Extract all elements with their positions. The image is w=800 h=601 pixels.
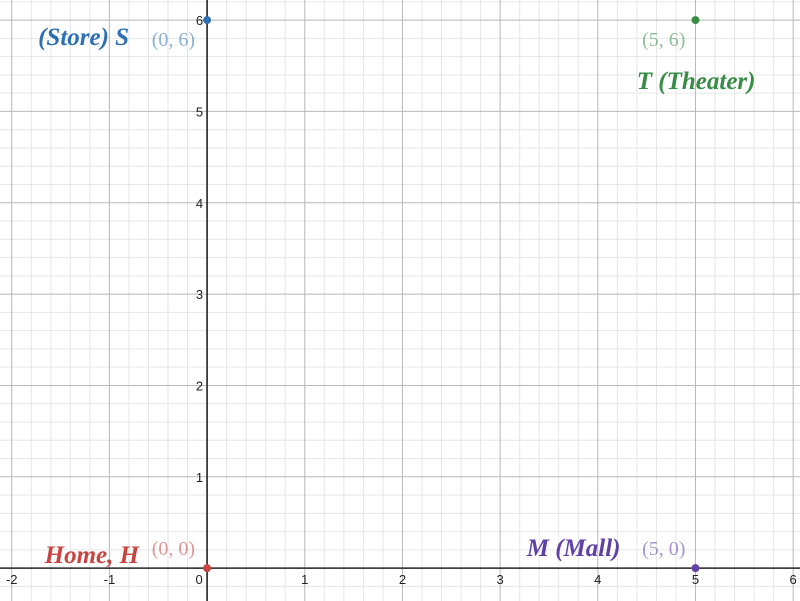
y-tick-label: 4	[196, 196, 203, 211]
point-h	[203, 564, 212, 573]
y-tick-label: 6	[196, 13, 203, 28]
x-tick-label: 5	[692, 572, 699, 587]
point-label-h: Home, H	[44, 542, 141, 569]
point-label-t: T (Theater)	[637, 68, 756, 95]
x-tick-label: 4	[594, 572, 601, 587]
y-tick-label: 2	[196, 378, 203, 393]
point-s	[203, 16, 212, 25]
x-tick-label: 2	[399, 572, 406, 587]
point-label-s: (Store) S	[38, 24, 129, 51]
x-tick-label: 3	[497, 572, 504, 587]
coordinate-label-h: (0, 0)	[152, 538, 195, 560]
x-tick-label: 1	[301, 572, 308, 587]
point-m	[691, 564, 700, 573]
x-tick-label: -1	[104, 572, 116, 587]
x-tick-label: -2	[6, 572, 18, 587]
coordinate-label-t: (5, 6)	[642, 29, 685, 51]
y-tick-label: 3	[196, 287, 203, 302]
y-tick-label: 5	[196, 104, 203, 119]
x-tick-label: 0	[195, 572, 202, 587]
coordinate-label-m: (5, 0)	[642, 538, 685, 560]
y-tick-label: 1	[196, 470, 203, 485]
x-tick-label: 6	[790, 572, 797, 587]
point-t	[691, 16, 700, 25]
point-label-m: M (Mall)	[526, 535, 621, 562]
coordinate-label-s: (0, 6)	[152, 29, 195, 51]
